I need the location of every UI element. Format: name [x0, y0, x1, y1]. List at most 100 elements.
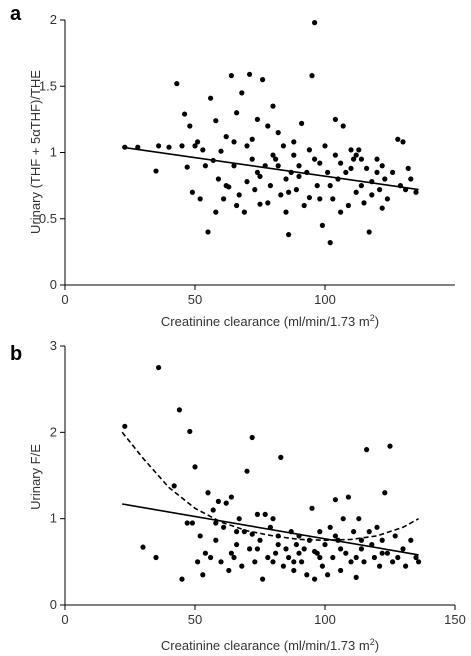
- panel-a-data-point: [395, 136, 401, 142]
- panel-b-x-tick-label: 150: [444, 612, 466, 627]
- panel-a-data-point: [413, 189, 419, 195]
- panel-b-data-point: [213, 520, 219, 526]
- panel-b-data-point: [343, 550, 349, 556]
- panel-b-data-point: [353, 574, 359, 580]
- panel-b-data-point: [223, 500, 229, 506]
- panel-b-data-point: [301, 546, 307, 552]
- panel-b-data-point: [317, 554, 323, 561]
- panel-a-data-point: [278, 192, 284, 198]
- panel-b-data-point: [358, 546, 364, 552]
- panel-a-y-tick-label: 1.5: [39, 78, 57, 93]
- panel-b-data-point: [270, 559, 276, 565]
- panel-a-data-point: [215, 176, 221, 182]
- panel-b-data-point: [332, 533, 338, 539]
- panel-b-data-point: [278, 454, 284, 460]
- panel-b-y-tick-label: 1: [50, 511, 57, 526]
- panel-a-data-point: [338, 209, 344, 215]
- panel-b-data-point: [416, 559, 422, 565]
- panel-a-data-point: [187, 123, 193, 129]
- panel-a-data-point: [351, 156, 357, 162]
- panel-b-data-point: [270, 516, 276, 522]
- panel-a-data-point: [374, 156, 380, 162]
- panel-b-data-point: [413, 554, 419, 561]
- panel-b-data-point: [390, 559, 396, 565]
- panel-b-data-point: [202, 550, 208, 556]
- panel-b-data-point: [254, 511, 260, 517]
- panel-a-data-point: [366, 229, 372, 235]
- panel-b-data-point: [265, 554, 271, 561]
- panel-b-data-point: [364, 447, 370, 453]
- panel-b-y-tick-label: 3: [50, 338, 57, 353]
- panel-b-data-point: [184, 520, 190, 526]
- panel-a-data-point: [174, 81, 180, 87]
- panel-b-data-point: [249, 434, 255, 441]
- panel-a-data-point: [254, 169, 260, 175]
- panel-a-data-point: [332, 116, 338, 122]
- panel-b-data-point: [213, 537, 219, 543]
- panel-a-data-point: [382, 176, 388, 182]
- panel-b-data-point: [122, 423, 128, 429]
- panel-b-data-point: [187, 428, 193, 435]
- panel-b-data-point: [262, 511, 268, 517]
- panel-b-x-tick-label: 50: [188, 612, 202, 627]
- panel-b-data-point: [371, 554, 377, 561]
- panel-b-data-point: [327, 524, 333, 530]
- panel-b-data-point: [234, 529, 240, 535]
- panel-a-data-point: [327, 183, 333, 189]
- panel-a-data-point: [234, 110, 240, 116]
- panel-b-regression-line: [122, 503, 419, 556]
- panel-a-x-axis-title: Creatinine clearance (ml/min/1.73 m2): [161, 313, 379, 329]
- panel-a-x-tick-label: 50: [188, 292, 202, 307]
- panel-b-data-point: [345, 494, 351, 500]
- panel-b-data-point: [171, 483, 177, 489]
- panel-a-data-point: [358, 156, 364, 162]
- panel-a-data-point: [270, 103, 276, 109]
- panel-b-data-point: [189, 520, 195, 526]
- panel-b-data-point: [153, 554, 159, 561]
- panel-a-data-point: [213, 118, 219, 124]
- panel-a-y-tick-label: 1: [50, 145, 57, 160]
- panel-a-data-point: [223, 183, 229, 189]
- panel-a-data-point: [239, 90, 245, 96]
- panel-a-y-tick-label: 2: [50, 12, 57, 27]
- panel-a-data-point: [208, 95, 214, 101]
- panel-a-data-point: [260, 77, 266, 83]
- panel-a-data-point: [254, 116, 260, 122]
- panel-b-data-point: [392, 533, 398, 539]
- panel-a-data-point: [244, 143, 250, 149]
- panel-b-data-point: [309, 505, 315, 511]
- panel-a-data-point: [286, 232, 292, 238]
- panel-a-data-point: [361, 200, 367, 206]
- panel-b-data-point: [192, 464, 198, 470]
- panel-a-data-point: [252, 187, 258, 193]
- panel-b-data-point: [257, 537, 263, 543]
- panel-a-data-point: [379, 205, 385, 211]
- panel-a-data-point: [330, 196, 336, 202]
- panel-b-data-point: [291, 567, 297, 574]
- panel-a-data-point: [280, 143, 286, 149]
- panel-a-x-tick-label: 100: [314, 292, 336, 307]
- panel-b-data-point: [226, 567, 232, 574]
- panel-b-data-point: [387, 443, 393, 449]
- panel-b-data-point: [384, 550, 390, 556]
- panel-a-data-point: [236, 192, 242, 198]
- panel-a-y-tick-label: 0.5: [39, 211, 57, 226]
- panel-a-regression-line: [122, 146, 419, 191]
- panel-a-data-point: [275, 163, 281, 169]
- panel-b-data-point: [296, 550, 302, 556]
- panel-b-data-point: [377, 563, 383, 569]
- panel-b-data-point: [200, 572, 206, 578]
- panel-a-data-point: [291, 139, 297, 145]
- panel-b-data-point: [244, 468, 250, 474]
- panel-a-data-point: [223, 134, 229, 140]
- panel-a-data-point: [247, 71, 253, 77]
- panel-a-data-point: [265, 200, 271, 206]
- panel-a-data-point: [306, 194, 312, 201]
- panel-a-data-point: [299, 120, 305, 126]
- panel-a-data-point: [327, 240, 333, 246]
- panel-a-data-point: [353, 152, 359, 158]
- panel-b-y-tick-label: 0: [50, 597, 57, 612]
- panel-a-data-point: [348, 147, 354, 153]
- panel-b-data-point: [361, 559, 367, 565]
- panel-a-data-point: [213, 209, 219, 215]
